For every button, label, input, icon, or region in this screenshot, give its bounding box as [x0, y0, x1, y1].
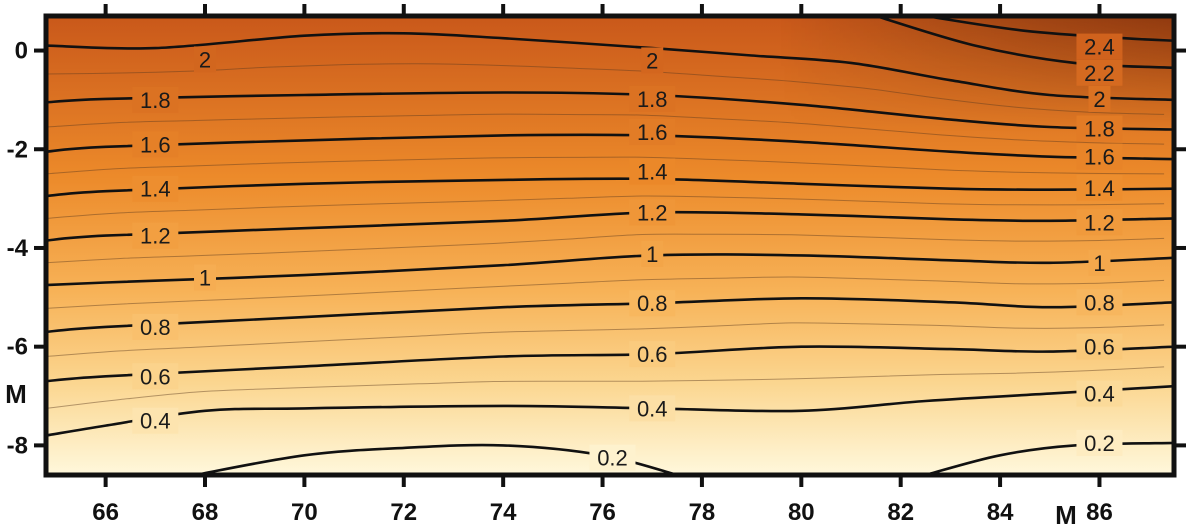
- contour-label: 1: [199, 266, 211, 291]
- contour-line-0-4: [46, 384, 1174, 437]
- contour-label-bg: [641, 240, 664, 267]
- x-tick-label: 80: [788, 499, 815, 526]
- contour-label-bg: [1076, 209, 1123, 236]
- contour-label: 0.4: [1084, 382, 1115, 407]
- x-tick-label: 70: [291, 499, 318, 526]
- contour-line-2-4: [925, 16, 1174, 42]
- x-axis-title: M: [1055, 500, 1077, 530]
- contour-label: 1.4: [140, 177, 171, 202]
- contour-label: 0.2: [597, 446, 628, 471]
- contour-label-bg: [629, 118, 676, 145]
- plot-frame: [43, 13, 1177, 478]
- contour-label: 1.6: [1084, 145, 1115, 170]
- contour-label-bg: [132, 222, 179, 249]
- contour-label-bg: [1076, 333, 1123, 360]
- contour-label: 1.2: [140, 224, 171, 249]
- contour-label-bg: [629, 290, 676, 317]
- contour-label: 1: [646, 242, 658, 267]
- contour-label-bg: [194, 264, 217, 291]
- minor-contour-line: [46, 366, 1165, 409]
- contour-label: 0.8: [140, 315, 171, 340]
- minor-contours: [46, 63, 1165, 409]
- minor-contour-line: [46, 195, 1165, 219]
- contour-label: 0.8: [637, 291, 668, 316]
- contour-label: 0.8: [1084, 290, 1115, 315]
- contour-label: 1.8: [1084, 117, 1115, 142]
- contour-line-0-2: [925, 441, 1174, 475]
- contour-label-bg: [1076, 380, 1123, 407]
- contour-label: 0.2: [1084, 431, 1115, 456]
- contour-label-bg: [132, 86, 179, 113]
- contour-label: 1.8: [637, 87, 668, 112]
- y-tick-label: 0: [15, 38, 28, 65]
- contour-label: 0.4: [140, 409, 171, 434]
- plot-background: [46, 16, 1174, 475]
- y-axis: 0 -2 -4 -6 -8: [7, 38, 1186, 459]
- contour-label-bg: [629, 85, 676, 112]
- minor-contour-line: [46, 276, 1165, 309]
- y-tick-label: -4: [7, 235, 29, 262]
- contour-label: 1: [1093, 251, 1105, 276]
- contour-label-bg: [1076, 33, 1123, 60]
- x-tick-label: 84: [987, 499, 1014, 526]
- x-axis: 66 68 70 72 74 76 78 80 82 84 86: [92, 4, 1113, 526]
- contour-label: 2.4: [1084, 35, 1115, 60]
- contour-label-bg: [132, 407, 179, 434]
- minor-contour-line: [46, 156, 1165, 175]
- contour-label-bg: [629, 395, 676, 422]
- contour-label-bg: [1076, 59, 1123, 86]
- contour-label-bg: [194, 46, 217, 73]
- contour-label: 1.6: [637, 120, 668, 145]
- x-tick-label: 86: [1086, 499, 1113, 526]
- minor-contour-line: [46, 233, 1165, 264]
- contour-label-bg: [1088, 249, 1111, 276]
- contour-label-bg: [641, 47, 664, 74]
- contour-label-bg: [629, 158, 676, 185]
- contour-label-bg: [132, 313, 179, 340]
- contour-label: 1.8: [140, 88, 171, 113]
- contour-label-bg: [1076, 289, 1123, 316]
- x-tick-label: 76: [589, 499, 616, 526]
- contour-label: 0.4: [637, 396, 668, 421]
- x-tick-label: 82: [887, 499, 914, 526]
- contour-label-bg: [1088, 85, 1111, 112]
- minor-contour-line: [46, 63, 1165, 115]
- contour-label: 2: [1093, 87, 1105, 112]
- contour-label-bg: [1076, 115, 1123, 142]
- contour-line-2-2: [875, 16, 1174, 70]
- contour-label-bg: [132, 175, 179, 202]
- contour-label: 1.4: [637, 159, 668, 184]
- x-tick-label: 72: [390, 499, 417, 526]
- contour-label: 1.2: [1084, 210, 1115, 235]
- contour-label-bg: [132, 363, 179, 390]
- y-tick-label: -8: [7, 432, 28, 459]
- contour-label-bg: [629, 341, 676, 368]
- y-tick-label: -2: [7, 136, 28, 163]
- contour-label-bg: [132, 131, 179, 158]
- contour-label: 0.6: [1084, 335, 1115, 360]
- x-tick-label: 74: [490, 499, 517, 526]
- contour-label: 2: [646, 48, 658, 73]
- minor-contour-line: [46, 113, 1165, 145]
- contour-label: 2: [199, 47, 211, 72]
- x-tick-label: 78: [689, 499, 716, 526]
- contour-labels: 2.42.22 221.8 1.81.81.6 1.61.61.41.41.41.21…: [132, 33, 1123, 471]
- contour-label: 1.6: [140, 132, 171, 157]
- contour-label: 1.4: [1084, 176, 1115, 201]
- contour-label-bg: [1076, 429, 1123, 456]
- contour-label-bg: [1076, 174, 1123, 201]
- contour-label: 1.2: [637, 200, 668, 225]
- contour-label-bg: [1076, 143, 1123, 170]
- x-tick-label: 68: [192, 499, 219, 526]
- contour-label: 0.6: [140, 364, 171, 389]
- contour-label: 2.2: [1084, 61, 1115, 86]
- contour-label-bg: [629, 199, 676, 226]
- minor-contour-line: [46, 322, 1165, 357]
- contour-label: 0.6: [637, 342, 668, 367]
- contour-label-bg: [589, 444, 636, 471]
- y-axis-title: M: [5, 379, 27, 409]
- y-tick-label: -6: [7, 334, 28, 361]
- x-tick-label: 66: [92, 499, 119, 526]
